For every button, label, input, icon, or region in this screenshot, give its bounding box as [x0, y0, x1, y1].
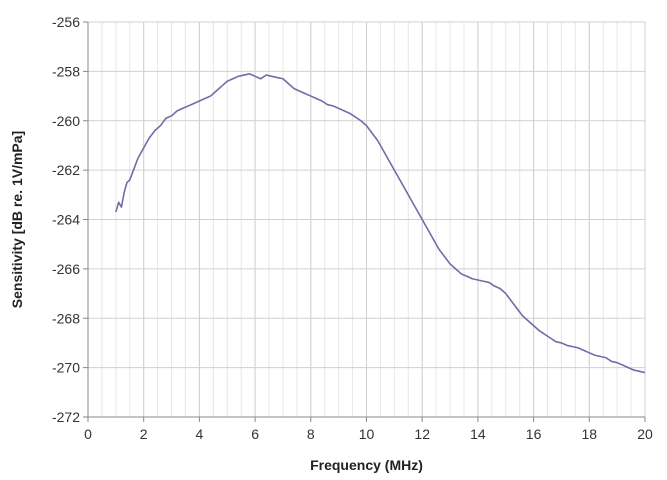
y-tick-label: -270	[52, 360, 80, 376]
x-tick-label: 8	[307, 426, 315, 442]
y-tick-label: -272	[52, 409, 80, 425]
y-tick-label: -264	[52, 212, 80, 228]
x-tick-label: 2	[140, 426, 148, 442]
y-tick-label: -256	[52, 14, 80, 30]
x-tick-label: 10	[359, 426, 375, 442]
x-axis-tick-labels: 0 2 4 6 8 10 12 14 16 18 20	[84, 417, 653, 442]
y-axis-title: Sensitivity [dB re. 1V/mPa]	[9, 131, 25, 308]
y-axis-tick-labels: -256 -258 -260 -262 -264 -266 -268 -270 -272	[52, 14, 88, 425]
x-tick-label: 0	[84, 426, 92, 442]
y-tick-label: -268	[52, 310, 80, 326]
x-axis-title: Frequency (MHz)	[310, 457, 423, 473]
x-tick-label: 12	[414, 426, 430, 442]
x-tick-label: 16	[526, 426, 542, 442]
y-tick-label: -266	[52, 261, 80, 277]
series-layer	[115, 73, 646, 374]
y-tick-label: -262	[52, 162, 80, 178]
x-tick-label: 20	[637, 426, 653, 442]
x-tick-label: 18	[582, 426, 598, 442]
x-tick-label: 4	[196, 426, 204, 442]
y-tick-label: -258	[52, 63, 80, 79]
y-tick-label: -260	[52, 113, 80, 129]
x-tick-label: 6	[251, 426, 259, 442]
x-tick-label: 14	[470, 426, 486, 442]
sensitivity-series-line	[115, 73, 646, 374]
